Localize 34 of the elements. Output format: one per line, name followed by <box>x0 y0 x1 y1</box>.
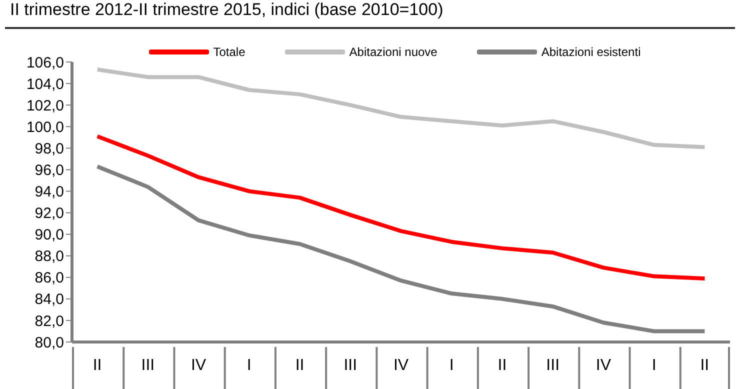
y-tick-label: 98,0 <box>34 140 64 158</box>
line-series <box>95 134 707 280</box>
y-tick-label: 106,0 <box>26 54 64 72</box>
y-tick-label: 94,0 <box>34 184 64 201</box>
y-tick-label: 96,0 <box>34 162 64 180</box>
y-tick-label: 102,0 <box>26 97 64 114</box>
line-series <box>95 68 707 150</box>
x-tick-label: II <box>498 357 507 374</box>
y-tick-label: 90,0 <box>34 226 64 244</box>
x-tick-label: IV <box>393 357 409 374</box>
x-tick-label: II <box>295 357 304 374</box>
y-tick-label: 104,0 <box>26 76 64 93</box>
y-tick-label: 84,0 <box>34 291 64 308</box>
legend-label: Abitazioni nuove <box>349 45 438 59</box>
y-tick-label: 92,0 <box>34 205 64 222</box>
x-tick-label: III <box>546 357 560 374</box>
chart-title: II trimestre 2012-II trimestre 2015, indici (base 2010=100) <box>10 0 444 20</box>
x-tick-label: IV <box>596 357 612 374</box>
y-tick-label: 86,0 <box>34 270 64 287</box>
x-tick-label: II <box>92 357 102 374</box>
x-tick-label: III <box>344 357 358 374</box>
x-tick-label: I <box>449 357 454 374</box>
x-tick-label: I <box>246 357 252 374</box>
y-tick-label: 88,0 <box>34 248 64 266</box>
x-tick-label: III <box>141 357 155 374</box>
line-series <box>95 164 707 334</box>
x-tick-label: II <box>700 357 710 374</box>
x-tick-label: IV <box>190 357 206 374</box>
y-tick-label: 82,0 <box>34 312 64 330</box>
y-tick-label: 100,0 <box>26 118 64 136</box>
y-tick-label: 80,0 <box>34 334 64 352</box>
legend-label: Totale <box>213 45 246 59</box>
x-tick-label: I <box>652 357 656 374</box>
legend-label: Abitazioni esistenti <box>541 45 641 59</box>
